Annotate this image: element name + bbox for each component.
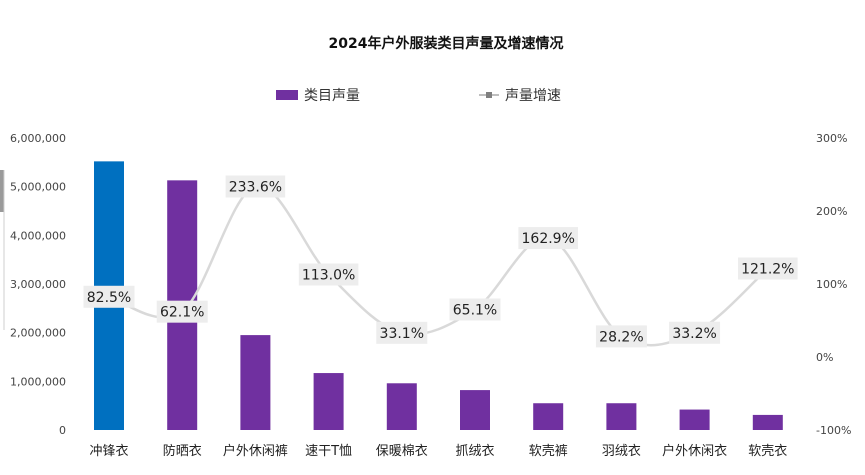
- growth-line: [108, 185, 769, 347]
- category-tick-label: 冲锋衣: [89, 443, 128, 459]
- category-tick-label: 保暖棉衣: [376, 443, 428, 459]
- category-axis: 冲锋衣 防晒衣 户外休闲裤 速干T恤 保暖棉衣 抓绒衣 软壳裤 羽绒衣 户外休闲衣 软壳衣: [89, 443, 787, 459]
- category-tick-label: 软壳衣: [748, 443, 787, 459]
- data-label-box: [376, 321, 428, 344]
- data-label-box: [738, 257, 798, 280]
- line-data-label: 162.9%: [518, 227, 578, 250]
- data-label-box: [225, 175, 286, 198]
- left-axis-tick-label: 1,000,000: [10, 375, 66, 388]
- line-data-labels: 82.5% 62.1% 233.6% 113.0% 33.1% 65.1% 162.9% 28…: [83, 175, 798, 348]
- data-label-text: 33.2%: [672, 326, 716, 342]
- left-axis-tick-label: 2,000,000: [10, 327, 66, 340]
- data-label-text: 233.6%: [229, 179, 282, 195]
- category-tick-label: 防晒衣: [163, 443, 202, 459]
- right-axis-tick-label: -100%: [816, 424, 851, 437]
- legend-line-label: 声量增速: [505, 88, 561, 104]
- legend-line-marker: [486, 92, 492, 98]
- right-axis-tick-label: 0%: [816, 351, 833, 364]
- data-label-box: [518, 227, 578, 250]
- category-tick-label: 羽绒衣: [602, 443, 641, 459]
- data-label-text: 28.2%: [599, 329, 643, 345]
- line-data-label: 121.2%: [738, 257, 798, 280]
- bar: [752, 414, 783, 430]
- line-data-label: 28.2%: [595, 325, 647, 348]
- left-axis: 0 1,000,000 2,000,000 3,000,000 4,000,000 5,0…: [10, 132, 66, 437]
- legend-bar-label: 类目声量: [304, 88, 360, 104]
- line-series: [108, 185, 769, 347]
- bar: [679, 409, 710, 430]
- left-axis-tick-label: 3,000,000: [10, 278, 66, 291]
- left-axis-tick-label: 0: [59, 424, 66, 437]
- bar: [606, 403, 637, 430]
- right-axis: -100% 0% 100% 200% 300%: [816, 132, 851, 437]
- data-label-text: 162.9%: [522, 231, 575, 247]
- right-axis-tick-label: 300%: [816, 132, 847, 145]
- data-label-box: [595, 325, 647, 348]
- bar: [533, 403, 564, 430]
- data-label-box: [156, 300, 208, 323]
- bar: [313, 373, 344, 430]
- bar: [386, 383, 417, 430]
- bar: [460, 390, 490, 430]
- data-label-box: [83, 285, 135, 308]
- line-data-label: 33.2%: [669, 321, 721, 344]
- left-axis-tick-label: 6,000,000: [10, 132, 66, 145]
- legend: 类目声量 声量增速: [276, 88, 561, 104]
- right-axis-tick-label: 100%: [816, 278, 847, 291]
- data-label-text: 121.2%: [741, 262, 794, 278]
- right-axis-tick-label: 200%: [816, 205, 847, 218]
- left-axis-tick-label: 4,000,000: [10, 229, 66, 242]
- data-label-box: [449, 298, 501, 321]
- data-label-text: 65.1%: [453, 302, 497, 318]
- category-tick-label: 户外休闲裤: [223, 443, 288, 459]
- category-tick-label: 速干T恤: [305, 444, 352, 459]
- category-tick-label: 户外休闲衣: [662, 443, 727, 459]
- legend-bar-swatch: [276, 90, 298, 100]
- data-label-text: 33.1%: [380, 326, 424, 342]
- line-data-label: 113.0%: [298, 263, 359, 286]
- line-data-label: 62.1%: [156, 300, 208, 323]
- category-tick-label: 软壳裤: [529, 444, 568, 459]
- left-edge-scroll-marker: [0, 170, 4, 212]
- data-label-box: [298, 263, 359, 286]
- data-label-box: [669, 321, 721, 344]
- data-label-text: 113.0%: [302, 268, 355, 284]
- line-data-label: 82.5%: [83, 285, 135, 308]
- line-data-label: 233.6%: [225, 175, 286, 198]
- bar: [240, 335, 271, 430]
- data-label-text: 62.1%: [160, 305, 204, 321]
- chart-title: 2024年户外服装类目声量及增速情况: [329, 35, 564, 52]
- line-data-label: 33.1%: [376, 321, 428, 344]
- left-axis-tick-label: 5,000,000: [10, 181, 66, 194]
- category-tick-label: 抓绒衣: [455, 443, 494, 459]
- line-data-label: 65.1%: [449, 298, 501, 321]
- data-label-text: 82.5%: [87, 290, 131, 306]
